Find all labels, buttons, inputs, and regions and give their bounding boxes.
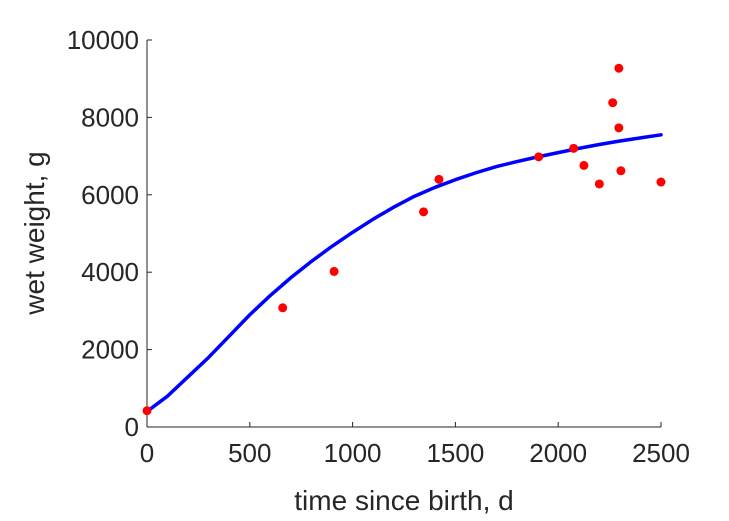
y-tick-label: 4000 xyxy=(81,257,139,287)
data-point xyxy=(614,63,624,73)
y-axis-label: wet weight, g xyxy=(19,151,50,315)
data-point xyxy=(579,160,589,170)
axes xyxy=(146,40,661,428)
data-point xyxy=(534,152,544,162)
data-points-layer xyxy=(142,63,666,416)
x-tick-label: 0 xyxy=(140,438,154,468)
x-tick-label: 2000 xyxy=(529,438,587,468)
data-point xyxy=(569,143,579,153)
x-axis-label: time since birth, d xyxy=(294,485,513,516)
fit-curve xyxy=(145,133,663,414)
y-tick-label: 8000 xyxy=(81,102,139,132)
data-point xyxy=(656,177,666,187)
data-point xyxy=(608,98,618,108)
data-point xyxy=(614,123,624,133)
x-tick-label: 500 xyxy=(228,438,271,468)
data-point xyxy=(142,406,152,416)
data-point xyxy=(616,166,626,176)
y-tick-label: 2000 xyxy=(81,335,139,365)
data-point xyxy=(278,303,288,313)
y-tick-label: 6000 xyxy=(81,180,139,210)
data-point xyxy=(419,207,429,217)
x-ticks: 0 500 1000 1500 2000 2500 xyxy=(140,422,690,468)
y-tick-label: 10000 xyxy=(67,25,139,55)
x-tick-label: 2500 xyxy=(632,438,690,468)
y-ticks: 0 2000 4000 6000 8000 10000 xyxy=(67,25,152,442)
data-point xyxy=(594,179,604,189)
x-tick-label: 1000 xyxy=(324,438,382,468)
y-tick-label: 0 xyxy=(125,412,139,442)
x-tick-label: 1500 xyxy=(426,438,484,468)
data-point xyxy=(434,174,444,184)
data-point xyxy=(329,266,339,276)
fit-curve-layer xyxy=(145,133,663,414)
